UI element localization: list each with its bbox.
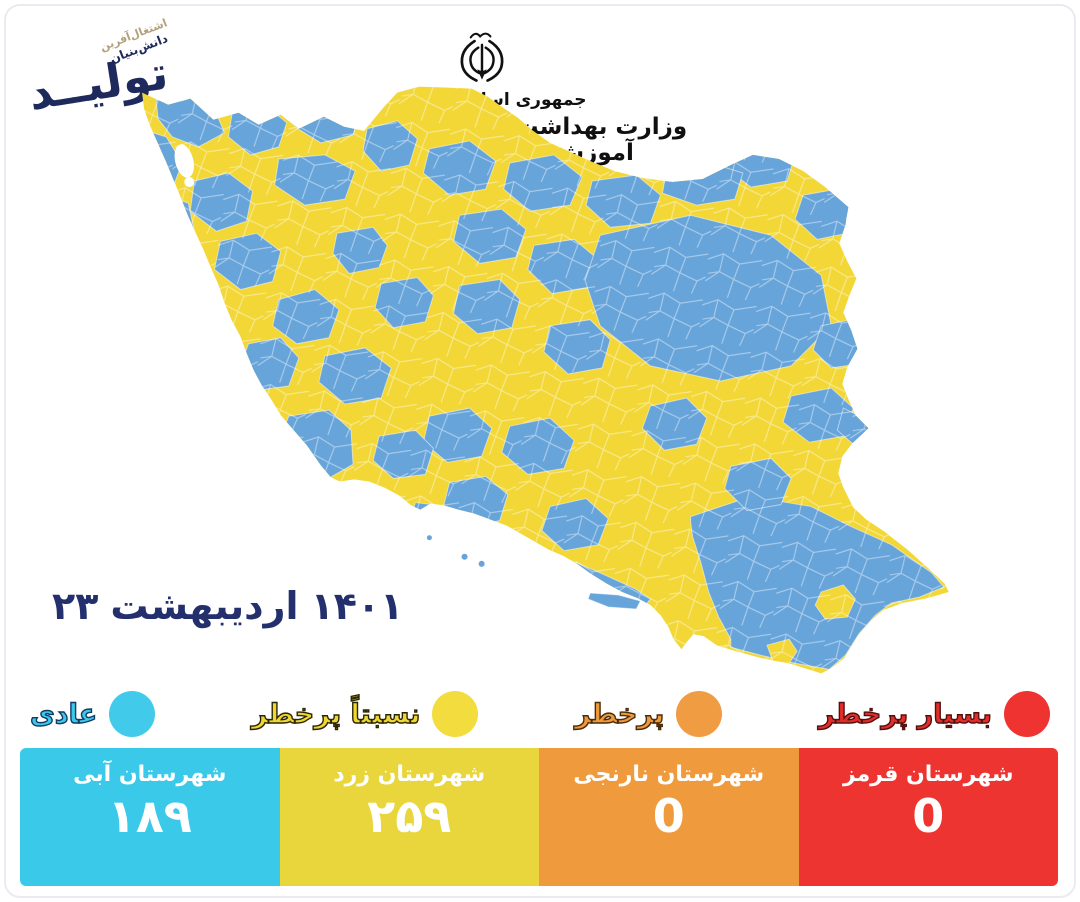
iran-emblem-icon bbox=[452, 28, 512, 88]
lake-urmia bbox=[174, 144, 195, 188]
panel-label: شهرستان قرمز bbox=[842, 762, 1014, 787]
date-year: ۱۴۰۱ bbox=[310, 584, 404, 628]
red-circle-icon bbox=[1004, 691, 1050, 737]
gulf-islands bbox=[426, 535, 642, 610]
date-month: اردیبهشت bbox=[110, 584, 299, 628]
iran-county-risk-map bbox=[128, 84, 992, 688]
date-day: ۲۳ bbox=[52, 584, 99, 628]
panel-value: ۲۵۹ bbox=[367, 789, 452, 843]
orange-circle-icon bbox=[676, 691, 723, 737]
county-count-panels: شهرستان قرمز 0 شهرستان نارنجی 0 شهرستان … bbox=[20, 748, 1058, 886]
panel-yellow-counties: شهرستان زرد ۲۵۹ bbox=[279, 748, 539, 886]
panel-label: شهرستان زرد bbox=[333, 762, 486, 787]
legend-label: عادی bbox=[29, 698, 98, 730]
panel-label: شهرستان نارنجی bbox=[573, 762, 765, 787]
legend-item-normal: عادی bbox=[29, 691, 156, 737]
panel-value: 0 bbox=[912, 789, 945, 843]
legend-label: نسبتاً پرخطر bbox=[251, 698, 421, 730]
panel-orange-counties: شهرستان نارنجی 0 bbox=[539, 748, 799, 886]
legend-item-very-high-risk: بسیار پرخطر bbox=[818, 691, 1050, 737]
panel-blue-counties: شهرستان آبی ۱۸۹ bbox=[20, 748, 280, 886]
legend-label: پرخطر bbox=[574, 698, 665, 730]
legend-label: بسیار پرخطر bbox=[818, 698, 993, 730]
panel-red-counties: شهرستان قرمز 0 bbox=[798, 748, 1058, 886]
cyan-circle-icon bbox=[109, 691, 156, 737]
yellow-circle-icon bbox=[432, 691, 479, 737]
panel-value: 0 bbox=[652, 789, 685, 843]
panel-label: شهرستان آبی bbox=[73, 762, 227, 787]
legend-item-relatively-high-risk: نسبتاً پرخطر bbox=[251, 691, 479, 737]
panel-value: ۱۸۹ bbox=[107, 789, 192, 843]
risk-legend: بسیار پرخطر پرخطر نسبتاً پرخطر عادی bbox=[29, 686, 1050, 742]
legend-item-high-risk: پرخطر bbox=[574, 691, 723, 737]
date: ۲۳ اردیبهشت ۱۴۰۱ bbox=[52, 584, 403, 628]
